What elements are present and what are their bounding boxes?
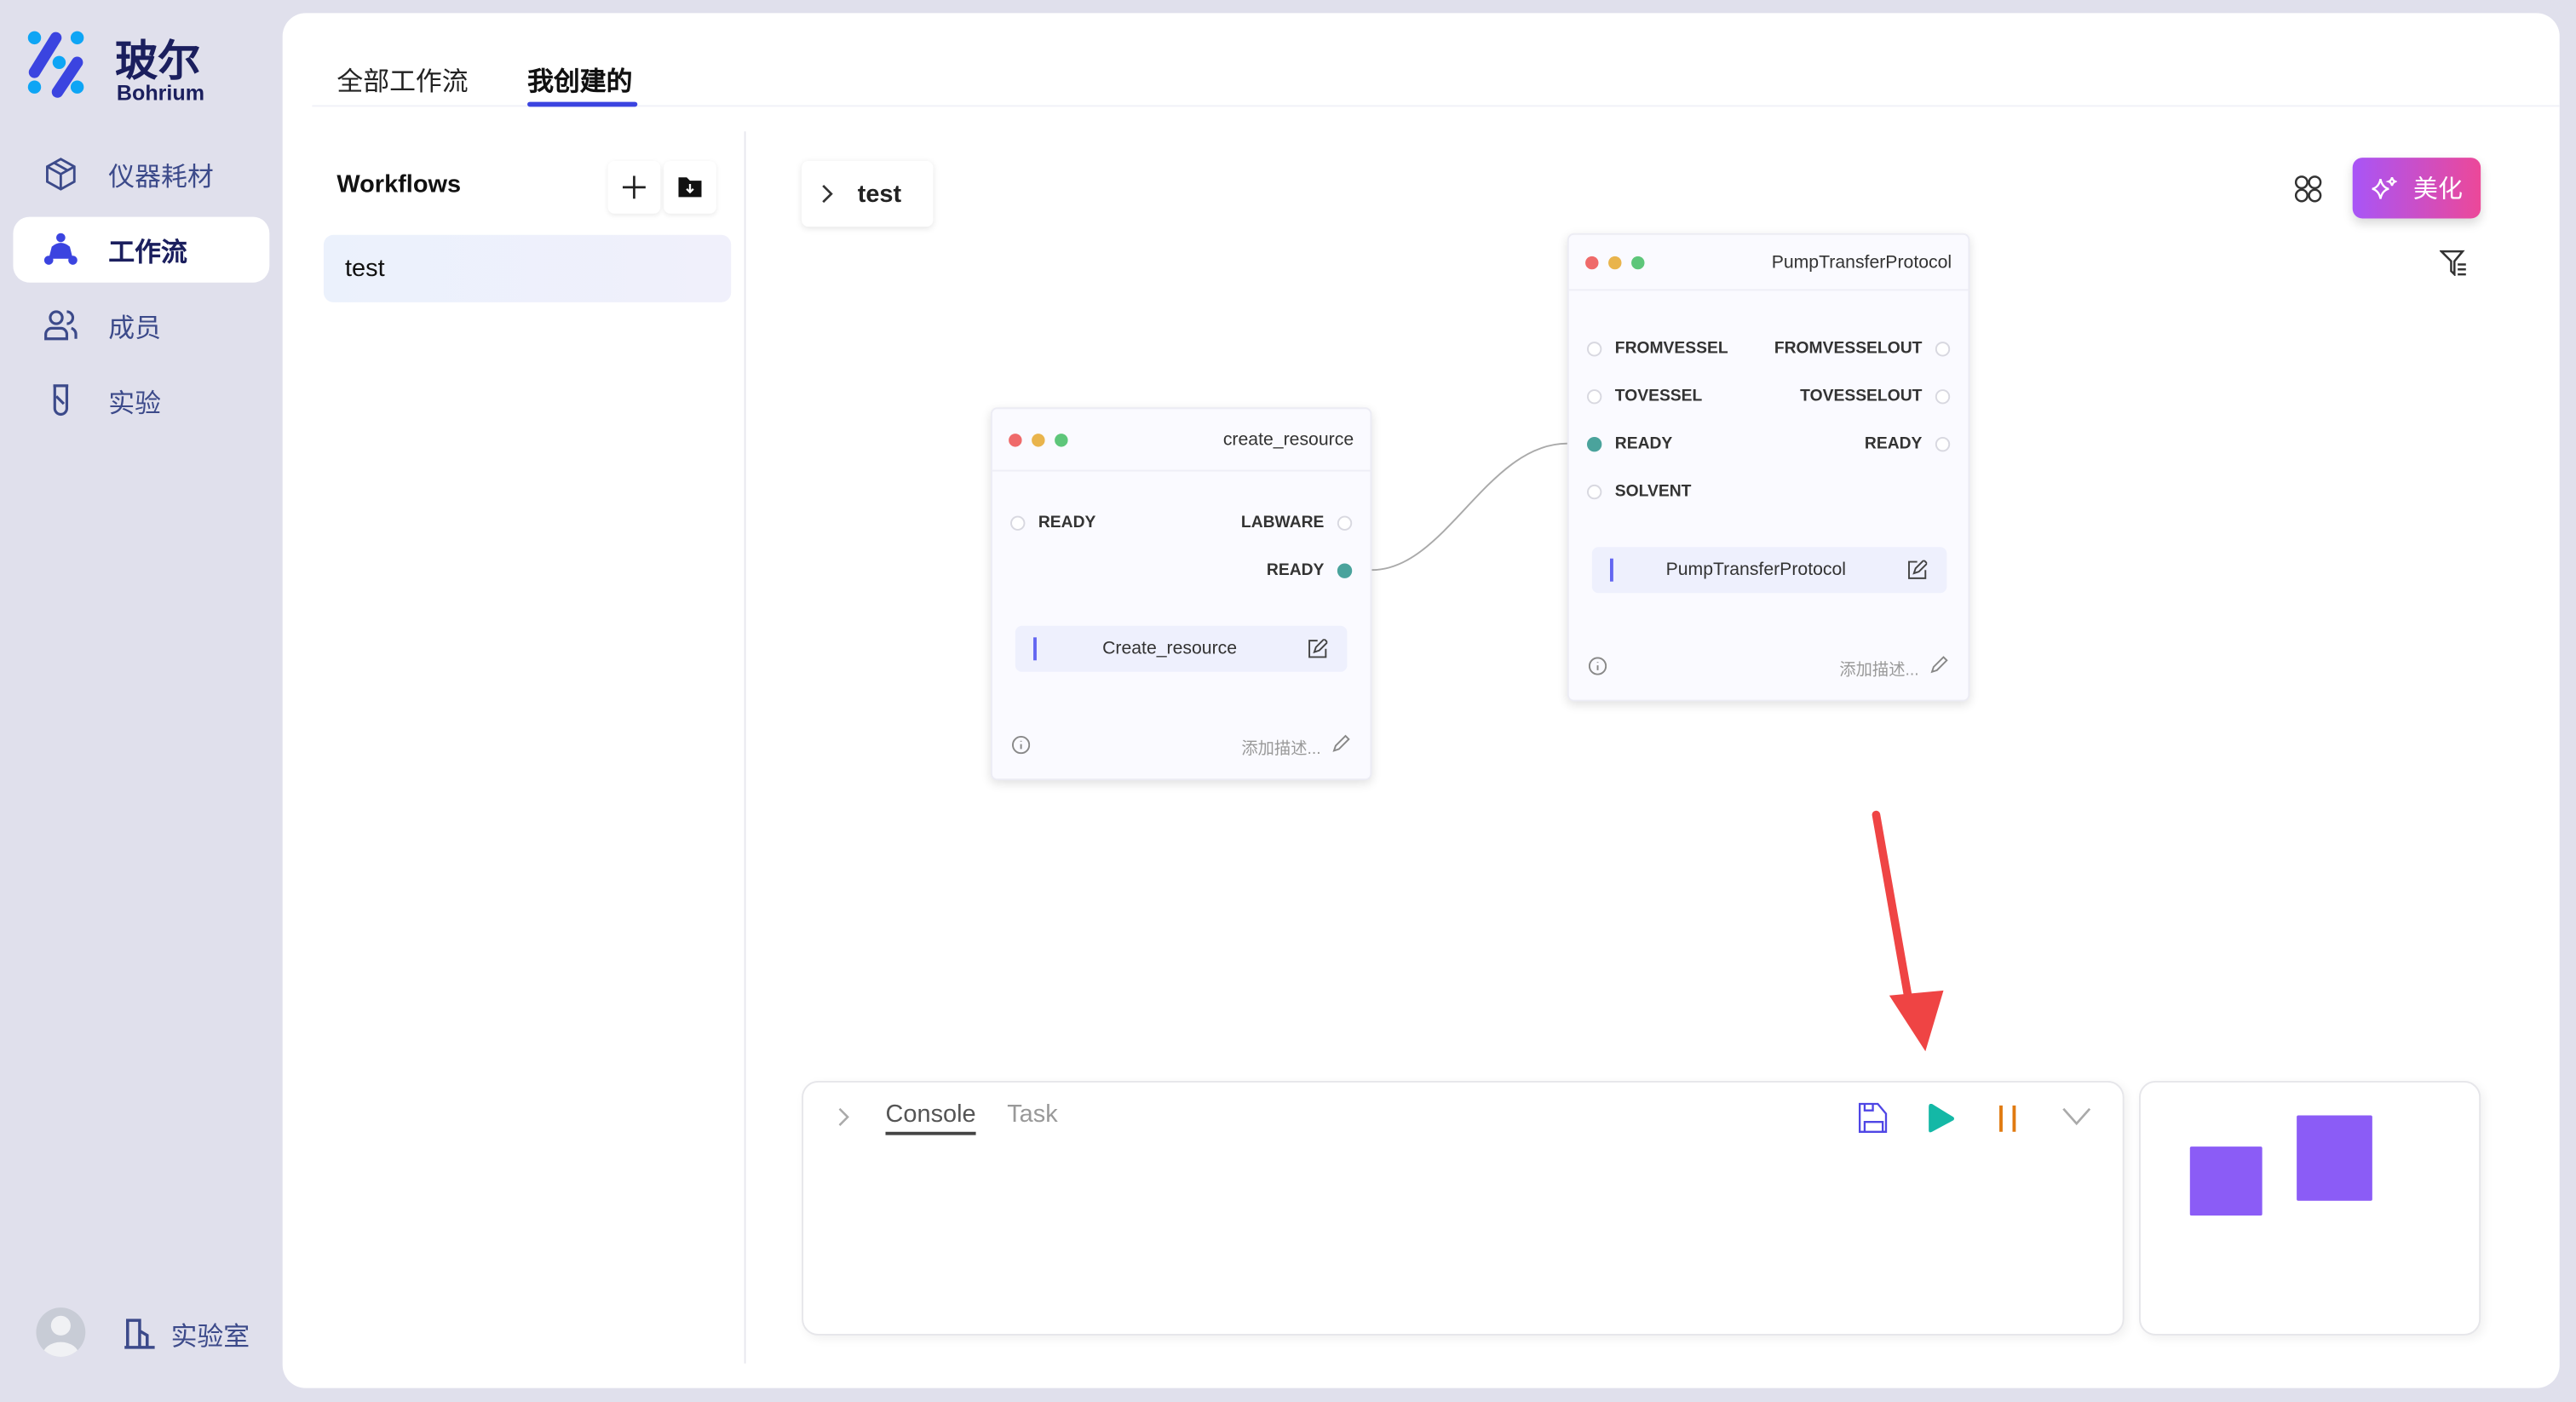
lab-switcher[interactable]: 实验室 [122,1314,250,1353]
info-icon[interactable] [1588,657,1607,675]
pencil-icon[interactable] [1332,734,1350,752]
lab-label: 实验室 [170,1324,250,1353]
filter-list-icon[interactable] [2439,250,2470,276]
node-label: Create_resource [1102,639,1238,659]
sidebar-item-label: 成员 [108,315,162,344]
close-dot[interactable] [1585,255,1599,269]
maximize-dot[interactable] [1631,255,1645,269]
active-tab-underline [527,101,638,107]
pause-icon[interactable] [1998,1104,2017,1134]
sidebar-item-members[interactable]: 成员 [13,292,269,358]
beautify-button[interactable]: 美化 [2352,158,2481,219]
brand-name-en: Bohrium [116,80,205,106]
tab-task[interactable]: Task [1007,1100,1058,1129]
input-port[interactable]: TOVESSEL [1586,388,1702,405]
minimize-dot[interactable] [1032,433,1045,446]
add-description[interactable]: 添加描述... [1241,740,1321,759]
breadcrumb-label: test [857,180,902,208]
test-tube-icon [53,384,69,417]
beautify-label: 美化 [2413,175,2463,204]
save-icon[interactable] [1858,1102,1889,1134]
tab-all-workflows[interactable]: 全部工作流 [336,68,469,97]
sidebar-item-label: 工作流 [108,239,187,268]
tab-my-workflows[interactable]: 我创建的 [527,68,633,97]
console-panel: Console Task [802,1080,2125,1336]
node-label: PumpTransferProtocol [1665,560,1847,580]
cube-icon [46,158,76,191]
tab-divider [312,105,2560,107]
info-icon[interactable] [1012,736,1031,755]
sidebar-item-instruments[interactable]: 仪器耗材 [13,141,269,207]
workflow-name: test [344,254,385,283]
edit-icon[interactable] [1907,560,1928,580]
node-create-resource[interactable]: create_resource READY LABWARE READY Crea… [990,407,1372,781]
sparkles-icon [2372,176,2397,198]
pencil-icon[interactable] [1930,655,1948,674]
sidebar-item-experiments[interactable]: 实验 [13,368,269,434]
chevron-right-icon[interactable] [838,1107,851,1127]
minimize-dot[interactable] [1608,255,1622,269]
output-port[interactable]: READY [1865,435,1951,453]
node-label-field[interactable]: PumpTransferProtocol [1591,547,1947,594]
add-description[interactable]: 添加描述... [1839,662,1919,681]
minimap[interactable] [2138,1080,2481,1336]
input-port[interactable]: SOLVENT [1586,483,1691,501]
plus-icon [622,175,646,199]
logo [26,30,99,102]
output-port[interactable]: FROMVESSELOUT [1774,340,1951,358]
workflows-title: Workflows [336,170,462,199]
add-workflow-button[interactable] [608,161,661,214]
chevron-right-icon [822,184,833,204]
output-port[interactable]: LABWARE [1241,514,1353,532]
play-icon[interactable] [1927,1102,1957,1135]
panel-divider [744,131,746,1364]
output-port[interactable]: TOVESSELOUT [1800,388,1951,405]
minimap-node [2189,1146,2263,1216]
input-port[interactable]: READY [1010,514,1095,532]
node-title: PumpTransferProtocol [1771,252,1952,273]
tab-console[interactable]: Console [885,1100,976,1135]
import-workflow-button[interactable] [664,161,716,214]
building-icon [124,1319,155,1349]
input-port-connected[interactable]: READY [1586,435,1672,453]
chevron-down-icon[interactable] [2061,1107,2091,1127]
node-pump-transfer-protocol[interactable]: PumpTransferProtocol FROMVESSEL TOVESSEL… [1567,233,1970,702]
sidebar-item-workflow[interactable]: 工作流 [13,216,270,283]
input-port[interactable]: FROMVESSEL [1586,340,1728,358]
maximize-dot[interactable] [1055,433,1068,446]
sidebar-item-label: 实验 [108,390,162,419]
users-icon [44,310,78,341]
brand-name-cn: 玻尔 [114,36,201,86]
breadcrumb[interactable]: test [802,161,933,227]
avatar[interactable] [36,1307,86,1357]
layout-grid-icon[interactable] [2293,174,2323,204]
sidebar-item-label: 仪器耗材 [108,164,214,192]
workflow-list-item[interactable]: test [323,234,732,302]
node-label-field[interactable]: Create_resource [1015,625,1348,672]
output-port-connected[interactable]: READY [1267,562,1353,580]
edit-icon[interactable] [1308,639,1328,658]
folder-download-icon [678,177,702,198]
workflow-icon [43,233,78,265]
node-title: create_resource [1222,429,1354,450]
minimap-node [2297,1115,2372,1201]
close-dot[interactable] [1009,433,1022,446]
